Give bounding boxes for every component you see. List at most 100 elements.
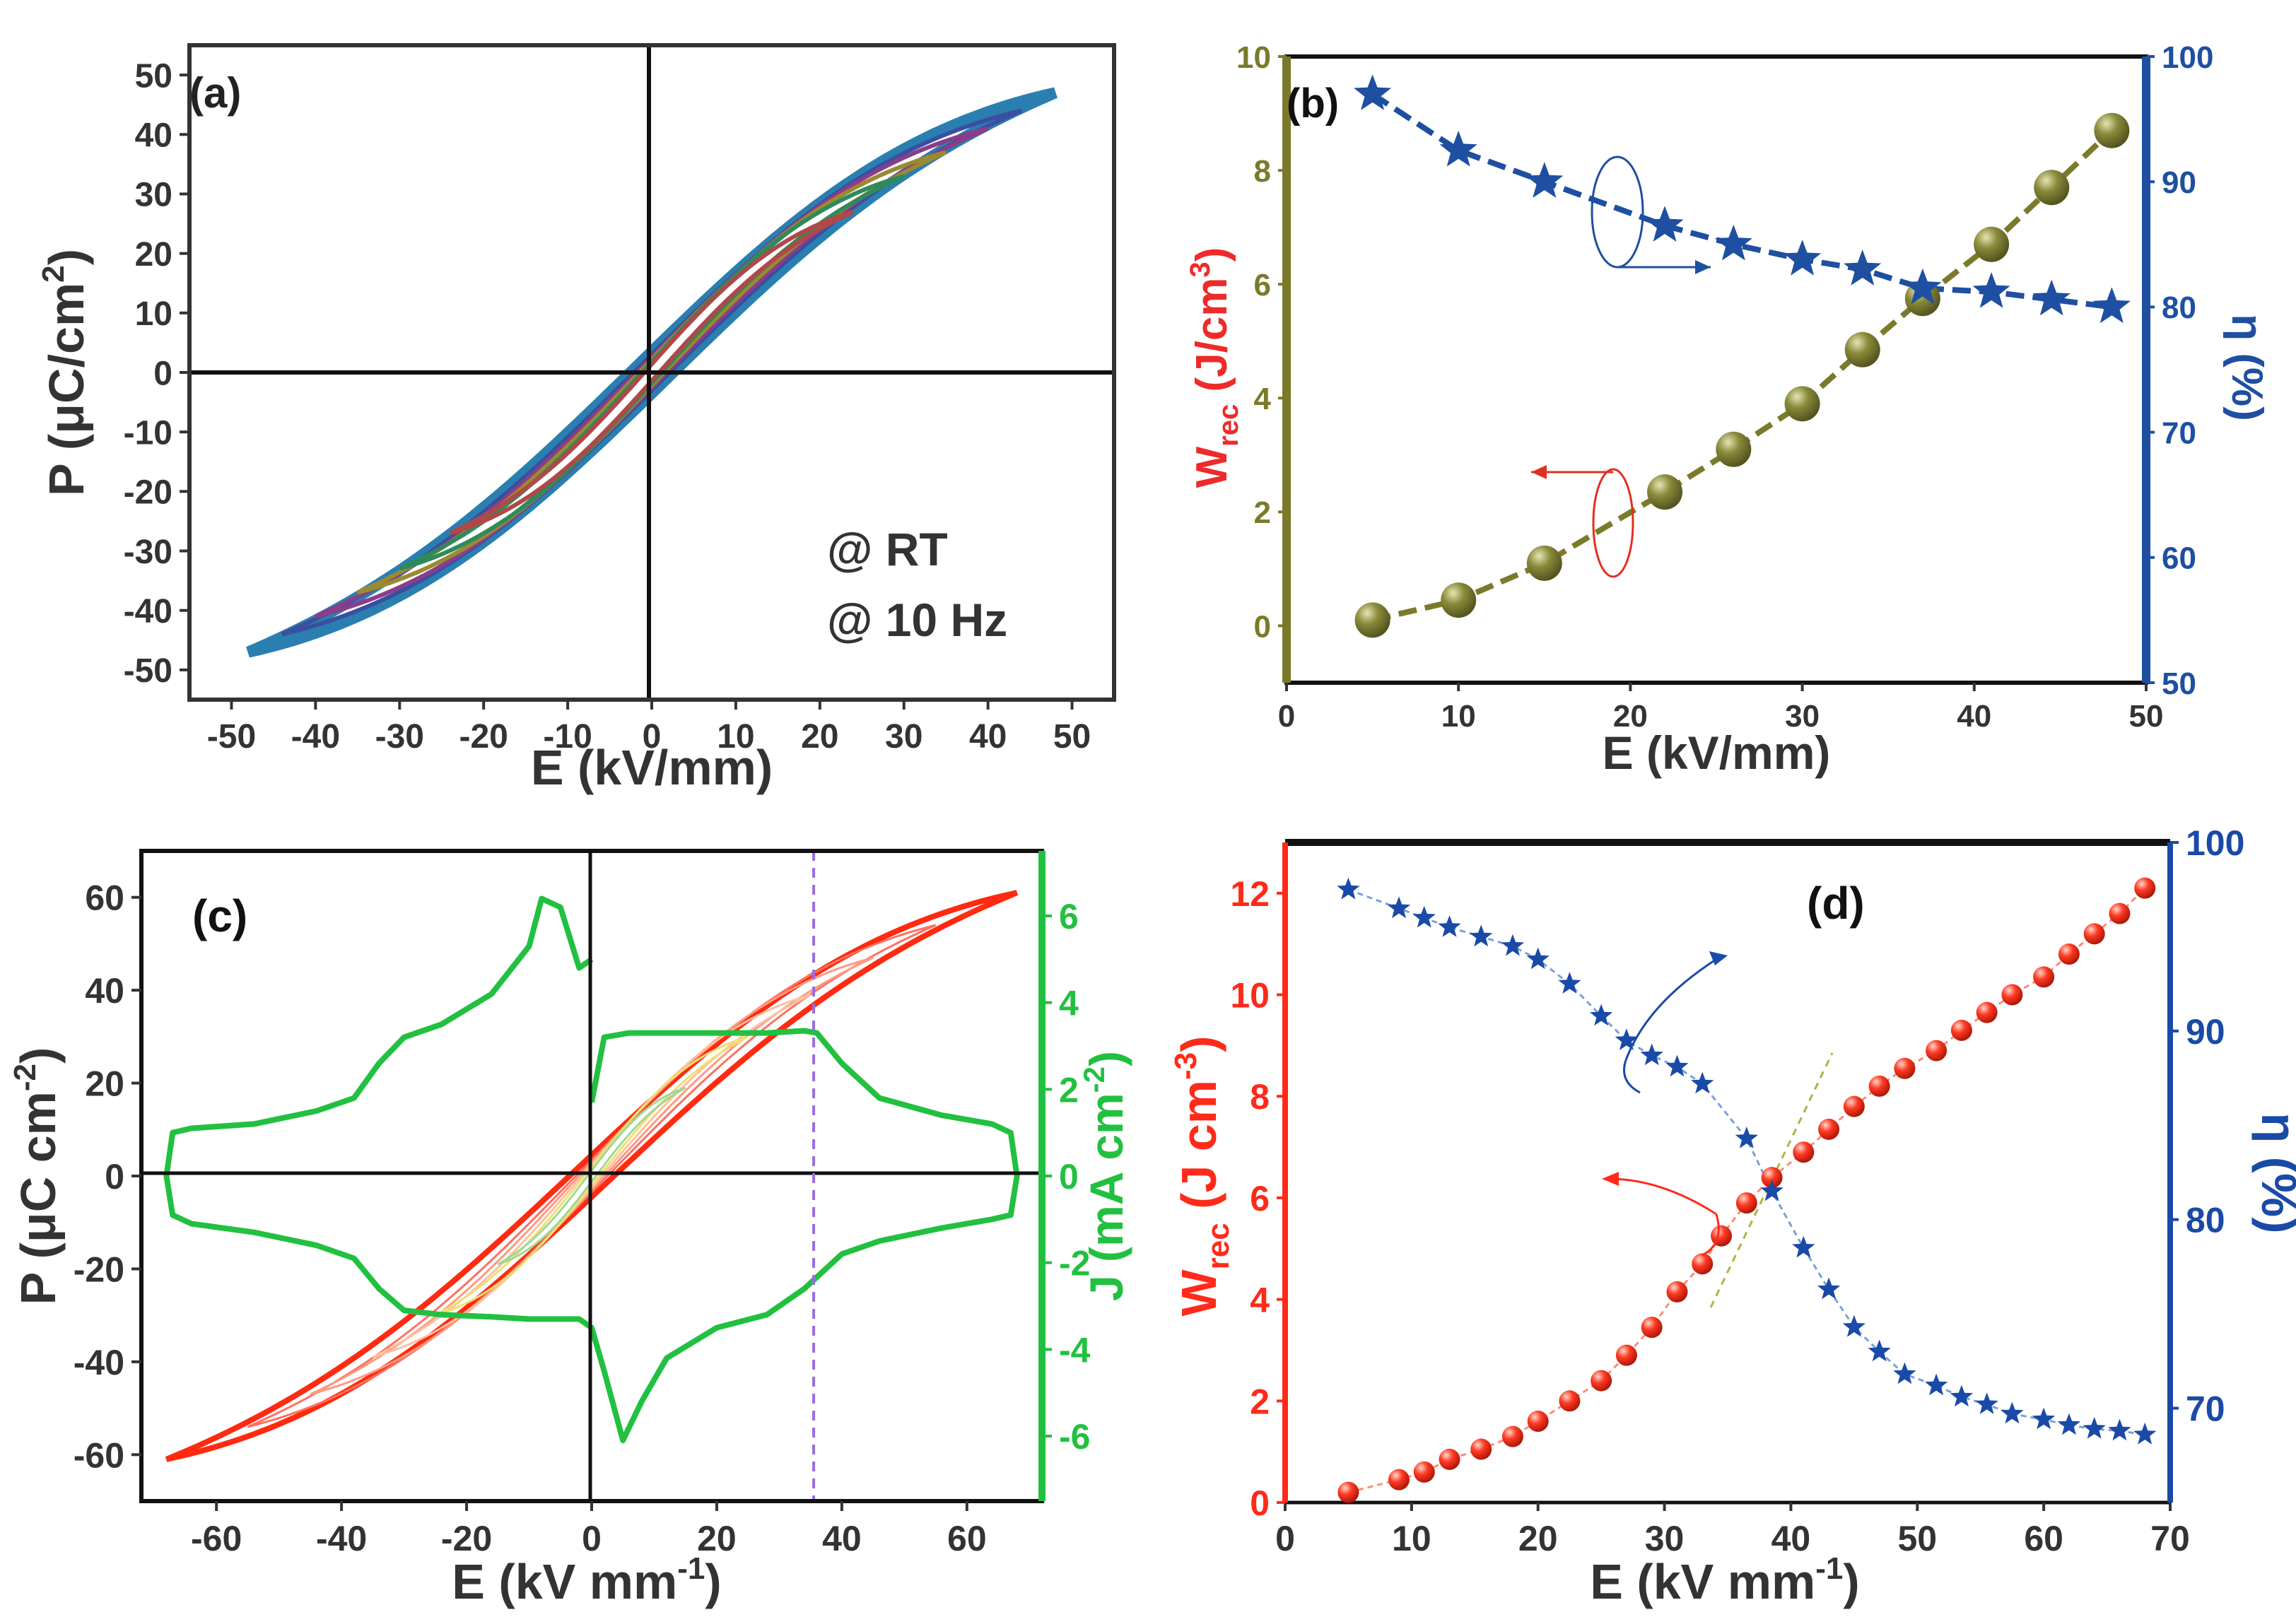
panel-c-label: (c) xyxy=(192,890,247,941)
panel-a-y-tick-label: -10 xyxy=(124,414,172,452)
panel-d-eta-point xyxy=(1975,1392,1998,1414)
panel-c-y2-tick-label: -2 xyxy=(1059,1244,1090,1283)
panel-d-wrec-axis-indicator xyxy=(1602,1172,1720,1257)
panel-a-loop xyxy=(449,209,855,536)
panel-c-y-tick-label: 40 xyxy=(85,971,124,1011)
panel-c-y-tick-label: 0 xyxy=(105,1157,124,1196)
panel-d-y-tick-label: 0 xyxy=(1250,1483,1270,1523)
annotation-rt: @ RT xyxy=(827,523,948,575)
panel-d-wrec-point xyxy=(1692,1253,1714,1275)
panel-d-wrec-point xyxy=(1413,1461,1435,1483)
panel-a-loops xyxy=(246,87,1058,658)
panel-a-x-tick-label: 40 xyxy=(969,718,1007,755)
panel-d-wrec-point xyxy=(1591,1370,1612,1392)
panel-c-xlabel: E (kV mm-1) xyxy=(452,1551,721,1609)
panel-b-eta-axis-indicator xyxy=(1591,155,1711,274)
panel-c-y2-tick-label: 2 xyxy=(1059,1070,1079,1110)
panel-a-y-tick-label: 10 xyxy=(135,295,172,333)
panel-d-eta-point xyxy=(1501,934,1525,956)
panel-d-wrec-point xyxy=(1818,1118,1840,1140)
panel-b-y-tick-label: 6 xyxy=(1254,268,1271,302)
panel-b-eta-point xyxy=(1714,224,1752,261)
panel-d-eta-point xyxy=(2032,1407,2056,1430)
panel-c-xlabel-superscript: -1 xyxy=(677,1551,705,1586)
panel-b-wrec-point xyxy=(2094,112,2130,148)
panel-d-eta-point xyxy=(1691,1071,1714,1094)
panel-b-eta-point xyxy=(1354,74,1392,110)
panel-d-wrec-point xyxy=(2109,902,2131,924)
panel-b-x-tick-label: 20 xyxy=(1613,699,1648,734)
panel-a-x-tick-label: -10 xyxy=(543,718,592,755)
panel-a-x-tick-label: 20 xyxy=(801,718,838,755)
panel-d-eta-point xyxy=(1387,896,1411,919)
panel-b-x-tick-label: 0 xyxy=(1278,699,1295,734)
panel-d-eta-point xyxy=(1924,1373,1948,1396)
panel-b-wrec-point xyxy=(1441,582,1477,618)
panel-d-wrec-point xyxy=(1793,1141,1815,1163)
panel-b-ylabel-subscript: rec xyxy=(1213,404,1244,447)
panel-c-y2-tick-label: -6 xyxy=(1059,1417,1090,1457)
panel-d-y-tick-label: 12 xyxy=(1230,874,1270,914)
panel-d-wrec-point xyxy=(1666,1281,1688,1303)
panel-b-eta-point xyxy=(1646,206,1684,242)
panel-c-y-tick-label: -40 xyxy=(74,1343,124,1382)
panel-b-series xyxy=(1354,74,2131,638)
panel-d-wrec-point xyxy=(1470,1438,1492,1460)
panel-b-label: (b) xyxy=(1287,81,1339,127)
panel-d-eta-point xyxy=(1842,1315,1866,1337)
panel-d-eta-point xyxy=(1817,1277,1841,1300)
panel-c-y2-tick-label: 6 xyxy=(1059,897,1079,936)
panel-d-y-tick-label: 8 xyxy=(1250,1077,1270,1117)
panel-d-y-tick-label: 4 xyxy=(1250,1281,1270,1320)
panel-b-eta-point xyxy=(1784,240,1822,276)
panel-a-ylabel-superscript: 2 xyxy=(36,265,71,282)
panel-d-y-tick-label: 10 xyxy=(1230,976,1270,1016)
panel-d-wrec-point xyxy=(1615,1344,1637,1366)
panel-d-wrec-point xyxy=(2001,984,2023,1006)
panel-c-y-tick-label: 60 xyxy=(85,878,124,918)
panel-d-ylabel: Wrec (J cm-3) xyxy=(1168,1036,1236,1317)
panel-d-y2-tick-label: 100 xyxy=(2186,823,2244,863)
panel-a-x-tick-label: -20 xyxy=(459,718,508,755)
panel-d-eta-point xyxy=(1558,972,1581,994)
panel-a-y-tick-label: 30 xyxy=(135,177,172,214)
panel-d-eta-point xyxy=(1760,1179,1784,1201)
panel-b-eta-point xyxy=(1525,162,1564,198)
panel-b-frame xyxy=(1284,54,2148,685)
panel-d-y2-tick-label: 90 xyxy=(2186,1012,2225,1052)
panel-d-eta-point xyxy=(1640,1043,1663,1066)
panel-a-x-tick-label: -40 xyxy=(291,718,340,755)
panel-d-y-tick-label: 6 xyxy=(1250,1179,1270,1218)
panel-d-y2-tick-label: 80 xyxy=(2186,1201,2225,1240)
panel-d-eta-point xyxy=(1893,1362,1916,1384)
panel-d-wrec-point xyxy=(1926,1040,1948,1062)
panel-d-xlabel-superscript: -1 xyxy=(1815,1551,1843,1586)
panel-b-wrec-point xyxy=(2034,170,2070,206)
panel-a: (a) -50 -40 -30 -20 -10 0 10 20 30 40 50-50-40-30-… xyxy=(36,43,1116,795)
panel-d-xlabel: E (kV mm-1) xyxy=(1590,1551,1859,1609)
panel-d-wrec-point xyxy=(2058,943,2080,965)
panel-b-eta-point xyxy=(1439,130,1477,167)
panel-b-ticks: 0 10 20 30 40 50 0 2 4 6 8 10 50 60 70 80 90 100 xyxy=(1236,40,2213,734)
panel-a-y-tick-label: -20 xyxy=(124,474,172,512)
panel-c-ticks: -60 -40 -20 0 20 40 60-60-40-200204060-6-4-202… xyxy=(74,878,1091,1558)
panel-d-eta-point xyxy=(1438,915,1461,937)
panel-b-x-tick-label: 50 xyxy=(2129,699,2164,734)
panel-d-x-tick-label: 50 xyxy=(1897,1519,1937,1558)
panel-b-wrec-point xyxy=(1974,226,2010,262)
panel-d-wrec-point xyxy=(1439,1448,1460,1470)
panel-d-x-tick-label: 70 xyxy=(2150,1519,2190,1558)
panel-b-ylabel: Wrec (J/cm3) xyxy=(1185,247,1244,488)
panel-d-wrec-point xyxy=(2083,923,2105,945)
panel-b-eta-line xyxy=(1371,91,2112,310)
panel-a-y-tick-label: 40 xyxy=(135,117,172,155)
panel-a-x-tick-label: -50 xyxy=(207,718,256,755)
panel-d-wrec-point xyxy=(1735,1192,1757,1214)
panel-c-y2-tick-label: -4 xyxy=(1059,1330,1091,1370)
panel-d-x-tick-label: 60 xyxy=(2024,1519,2063,1558)
panel-d-eta-point xyxy=(1868,1339,1891,1362)
panel-d-x-tick-label: 10 xyxy=(1392,1519,1431,1558)
panel-b-wrec-axis-indicator xyxy=(1531,465,1634,578)
panel-b-y-tick-label: 0 xyxy=(1254,609,1271,644)
panel-c-je-curve xyxy=(163,895,1020,1444)
